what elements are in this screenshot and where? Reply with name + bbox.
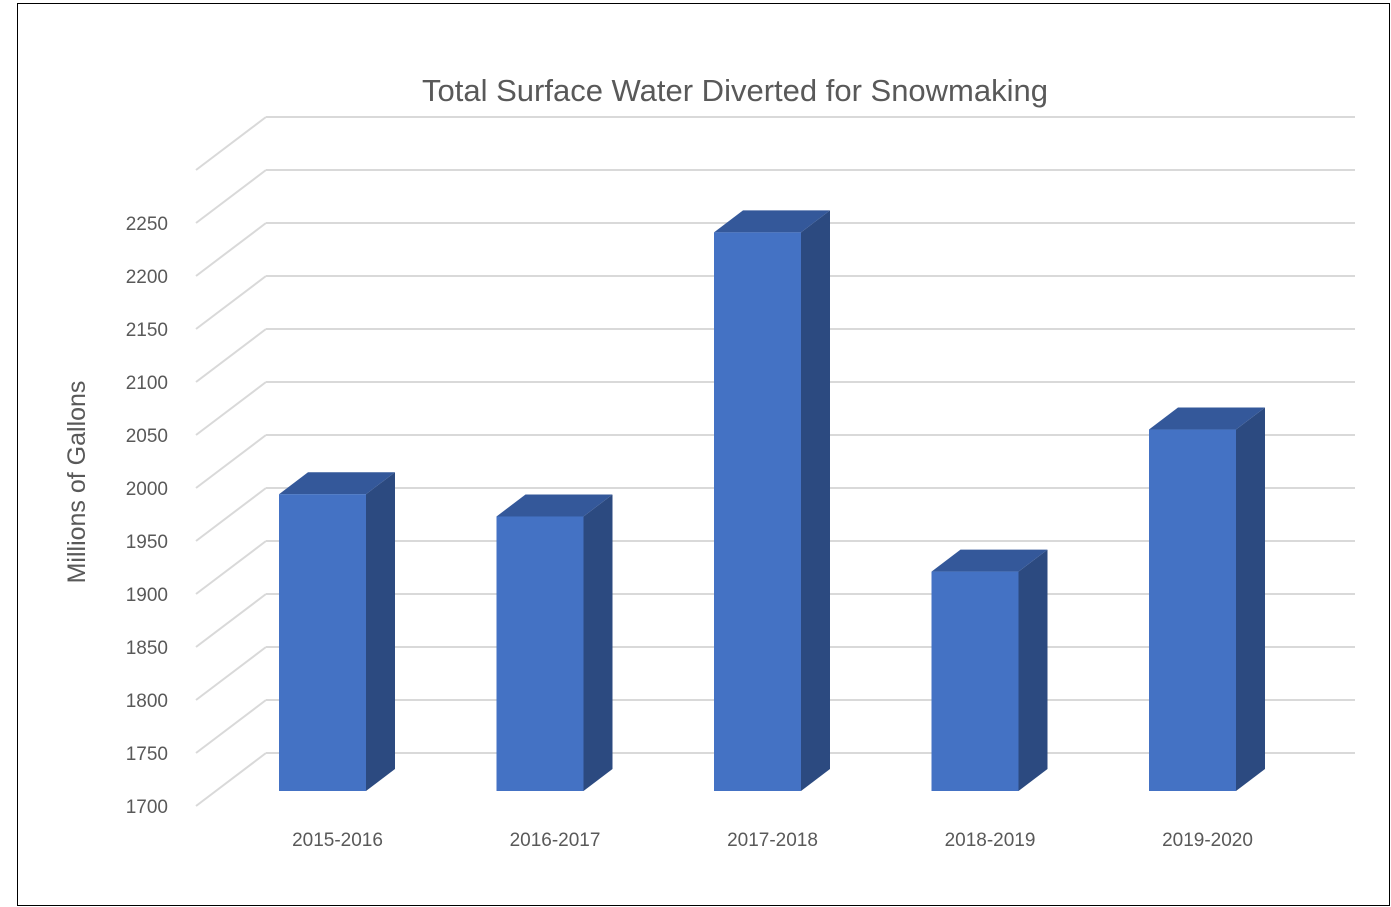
chart-title: Total Surface Water Diverted for Snowmak… <box>422 73 1048 108</box>
bars <box>279 210 1265 791</box>
x-tick-labels: 2015-2016 2016-2017 2017-2018 2018-2019 2019… <box>292 830 1253 851</box>
y-tick-label: 2000 <box>126 479 168 500</box>
bar-2019-2020 <box>1149 407 1265 791</box>
bar-front <box>279 494 366 791</box>
y-tick-label: 1700 <box>126 797 168 818</box>
gridline-diagonal <box>195 593 267 648</box>
bar-side <box>801 210 830 791</box>
bar-side <box>1018 549 1048 791</box>
gridline-diagonal <box>195 699 267 754</box>
y-tick-label: 2050 <box>126 426 168 447</box>
bar-side <box>366 472 395 791</box>
y-tick-label: 1950 <box>126 532 168 553</box>
y-tick-label: 2200 <box>126 267 168 288</box>
y-tick-label: 1750 <box>126 744 168 765</box>
gridline-diagonal <box>195 434 267 489</box>
y-tick-label: 1850 <box>126 638 168 659</box>
gridline-diagonal <box>195 752 267 807</box>
y-axis-label: Millions of Gallons <box>63 381 91 584</box>
bar-2018-2019 <box>931 549 1048 791</box>
x-tick-label: 2017-2018 <box>727 830 818 851</box>
gridline-diagonal <box>195 381 267 436</box>
gridline-diagonal <box>195 646 267 701</box>
gridline-diagonal <box>195 540 267 595</box>
bar-top <box>1149 407 1265 430</box>
bar-front <box>714 232 801 791</box>
bar-2015-2016 <box>279 472 395 791</box>
bar-top <box>931 549 1048 572</box>
bar-top <box>714 210 830 233</box>
bar-front <box>496 516 584 791</box>
gridline-diagonal <box>195 116 267 171</box>
bar-front <box>931 571 1019 791</box>
x-tick-label: 2016-2017 <box>510 830 601 851</box>
y-tick-label: 1800 <box>126 691 168 712</box>
x-tick-label: 2019-2020 <box>1162 830 1253 851</box>
gridline-diagonal <box>195 275 267 330</box>
y-tick-label: 1900 <box>126 585 168 606</box>
bar-top <box>496 494 613 517</box>
bar-side <box>583 494 613 791</box>
bar-front <box>1149 429 1236 791</box>
y-tick-label: 2100 <box>126 373 168 394</box>
gridline-diagonal <box>195 222 267 277</box>
bar-side <box>1236 407 1265 791</box>
gridline-diagonal <box>195 328 267 383</box>
gridline-diagonal <box>195 169 267 224</box>
bar-2017-2018 <box>714 210 830 791</box>
y-tick-label: 2250 <box>126 214 168 235</box>
y-tick-label: 2150 <box>126 320 168 341</box>
gridline-diagonal <box>195 487 267 542</box>
x-tick-label: 2018-2019 <box>945 830 1036 851</box>
bar-2016-2017 <box>496 494 613 791</box>
bar-top <box>279 472 395 495</box>
x-tick-label: 2015-2016 <box>292 830 383 851</box>
y-tick-labels: 1700 1750 1800 1850 1900 1950 2000 2050 2100 2150… <box>126 214 168 818</box>
